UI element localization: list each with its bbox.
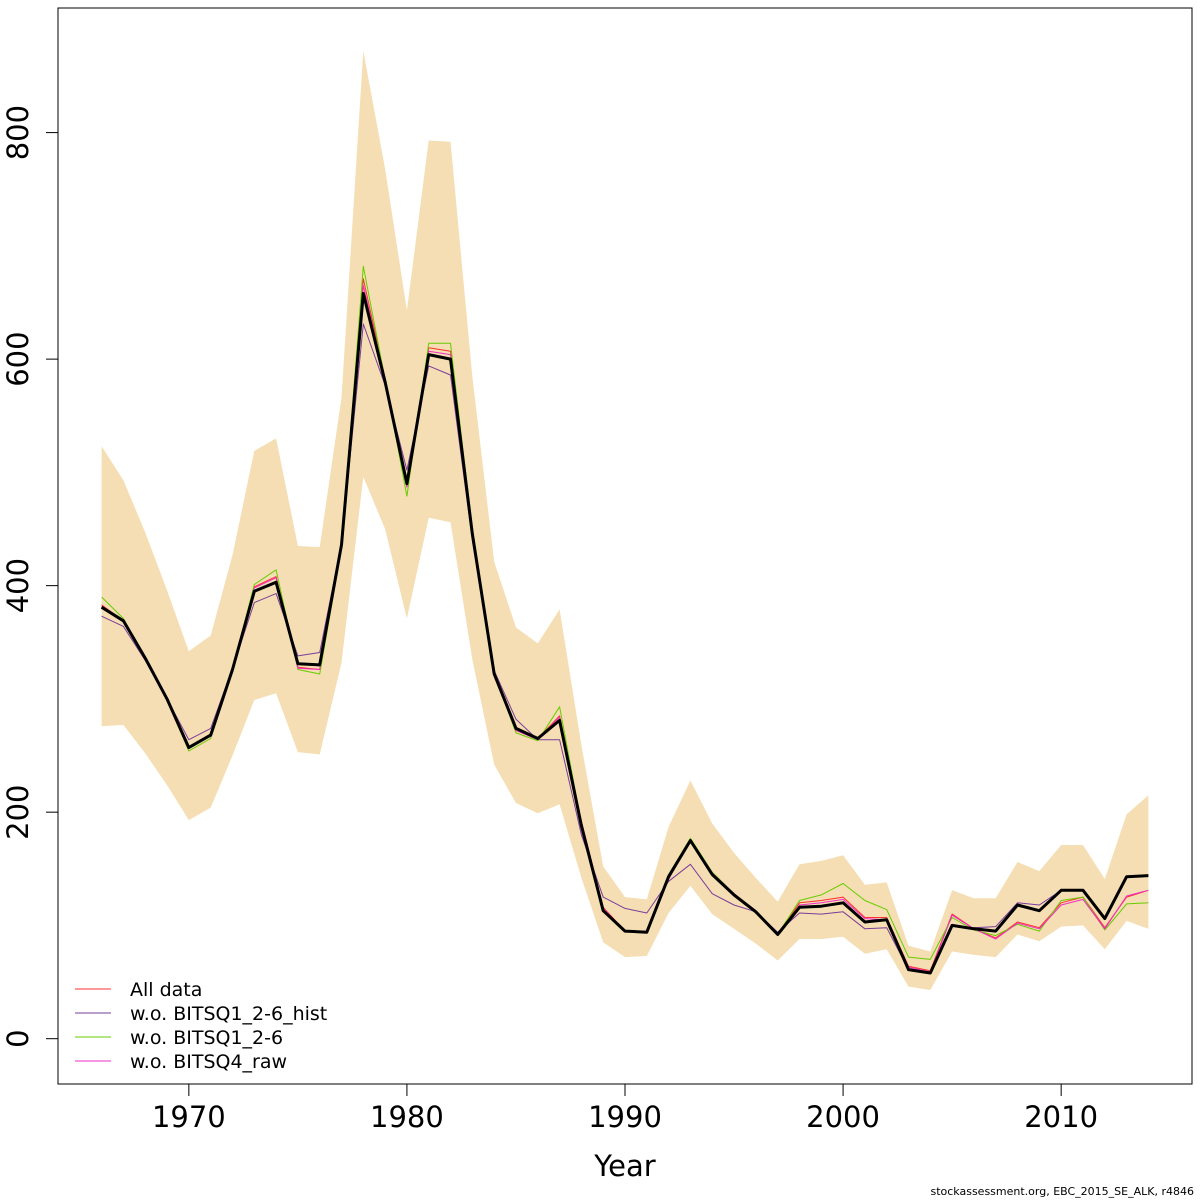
y-axis: 0 200 400 600 800 bbox=[1, 105, 59, 1048]
legend-label: w.o. BITSQ1_2-6_hist bbox=[130, 1003, 327, 1025]
x-axis: 1970 1980 1990 2000 2010 bbox=[152, 1083, 1098, 1134]
series-line-estimate bbox=[100, 291, 1149, 975]
y-tick-label: 800 bbox=[1, 105, 35, 160]
footer-credit: stockassessment.org, EBC_2015_SE_ALK, r4… bbox=[930, 1185, 1194, 1198]
y-tick-label: 200 bbox=[1, 785, 35, 840]
confidence-band bbox=[101, 51, 1149, 990]
legend-label: All data bbox=[130, 979, 202, 1001]
x-axis-title: Year bbox=[593, 1149, 655, 1183]
confidence-band-area bbox=[101, 51, 1149, 990]
x-tick-label: 2010 bbox=[1024, 1100, 1098, 1134]
series-lines bbox=[100, 265, 1149, 975]
x-tick-label: 1990 bbox=[588, 1100, 662, 1134]
x-tick-label: 2000 bbox=[806, 1100, 880, 1134]
legend-label: w.o. BITSQ4_raw bbox=[130, 1051, 287, 1073]
x-tick-label: 1980 bbox=[370, 1100, 444, 1134]
x-tick-label: 1970 bbox=[152, 1100, 226, 1134]
legend-label: w.o. BITSQ1_2-6 bbox=[130, 1027, 283, 1049]
y-tick-label: 400 bbox=[1, 558, 35, 613]
y-tick-label: 600 bbox=[1, 331, 35, 386]
y-tick-label: 0 bbox=[1, 1029, 35, 1047]
